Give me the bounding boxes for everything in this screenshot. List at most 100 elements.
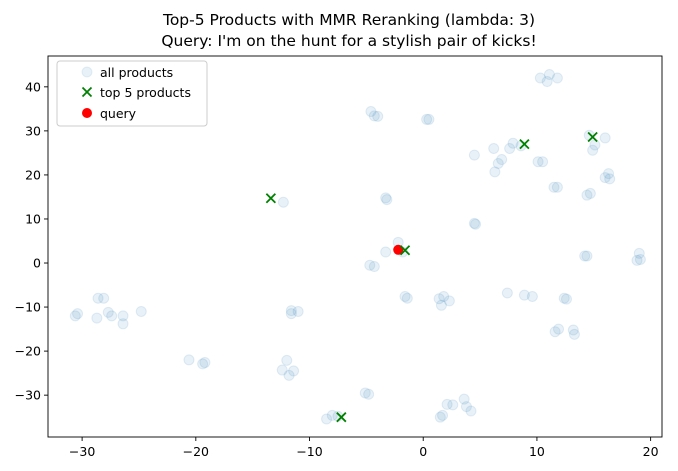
legend-label-all-products: all products — [100, 65, 173, 80]
points-layer — [69, 68, 646, 425]
product-point — [435, 299, 447, 311]
product-point — [587, 144, 599, 156]
product-point — [534, 72, 546, 84]
legend-box — [56, 60, 208, 127]
product-point — [496, 154, 508, 166]
top5-point — [336, 412, 347, 423]
product-point — [421, 113, 433, 125]
top5-point — [519, 138, 530, 150]
product-point — [465, 405, 477, 417]
product-point — [183, 354, 195, 366]
product-point — [368, 261, 380, 273]
product-point — [551, 181, 563, 193]
x-tick-label: −30 — [69, 444, 95, 459]
product-point — [537, 156, 549, 168]
product-point — [488, 142, 500, 154]
product-point — [567, 324, 579, 336]
product-point — [117, 318, 129, 330]
x-tick-label: 10 — [529, 444, 545, 459]
product-point — [515, 140, 527, 152]
legend-marker-top5 — [81, 86, 93, 98]
product-point — [468, 149, 480, 161]
product-point — [599, 172, 611, 184]
legend-marker-query — [82, 108, 92, 118]
product-point — [584, 187, 596, 199]
product-point — [399, 290, 411, 302]
product-point — [276, 364, 288, 376]
product-point — [543, 68, 555, 80]
product-point — [117, 310, 129, 322]
product-point — [363, 388, 375, 400]
top5-point — [399, 245, 411, 256]
legend-label-top5: top 5 products — [100, 85, 191, 100]
product-point — [326, 409, 338, 421]
product-point — [458, 393, 470, 405]
query-point — [393, 244, 404, 255]
product-point — [423, 113, 435, 125]
product-point — [359, 387, 371, 399]
product-point — [518, 289, 530, 301]
chart-title-line-1: Top-5 Products with MMR Reranking (lambd… — [162, 11, 535, 29]
x-tick-label: 0 — [419, 444, 427, 459]
product-point — [631, 254, 643, 266]
plot-frame — [47, 55, 663, 438]
product-point — [283, 369, 295, 381]
product-point — [92, 292, 104, 304]
product-point — [560, 293, 572, 305]
x-tick-label: −20 — [183, 444, 209, 459]
chart-title-line-2: Query: I'm on the hunt for a stylish pai… — [161, 32, 536, 50]
product-point — [380, 192, 392, 204]
product-point — [579, 250, 591, 262]
product-point — [489, 166, 501, 178]
product-point — [292, 305, 304, 317]
product-point — [321, 413, 333, 425]
y-tick-label: −10 — [15, 300, 41, 315]
product-point — [589, 139, 601, 151]
product-point — [372, 110, 384, 122]
product-point — [434, 411, 446, 423]
top5-point — [587, 131, 598, 143]
product-point — [281, 354, 293, 366]
legend: all products top 5 products query — [56, 60, 208, 127]
product-point — [98, 292, 110, 304]
product-point — [91, 312, 103, 324]
product-point — [69, 310, 81, 322]
product-point — [501, 287, 513, 299]
product-point — [468, 217, 480, 229]
product-point — [106, 310, 118, 322]
product-point — [447, 399, 459, 411]
product-point — [364, 259, 376, 271]
product-point — [604, 173, 616, 185]
product-point — [603, 168, 615, 180]
product-point — [441, 398, 453, 410]
y-tick-label: 0 — [33, 256, 41, 271]
x-axis: −30 −20 −10 0 10 20 — [69, 437, 659, 459]
product-point — [135, 305, 147, 317]
product-point — [581, 250, 593, 262]
product-point — [381, 194, 393, 206]
product-point — [553, 323, 565, 335]
y-tick-label: 30 — [25, 123, 41, 138]
product-point — [492, 157, 504, 169]
product-point — [433, 293, 445, 305]
product-point — [568, 328, 580, 340]
y-tick-label: −30 — [15, 388, 41, 403]
legend-marker-all-products — [81, 66, 93, 78]
product-point — [526, 290, 538, 302]
y-tick-label: 40 — [25, 79, 41, 94]
product-point — [583, 129, 595, 141]
product-point — [365, 105, 377, 117]
y-tick-label: 20 — [25, 167, 41, 182]
y-axis: −30 −20 −10 0 10 20 30 40 — [15, 79, 48, 403]
x-tick-label: 20 — [643, 444, 659, 459]
legend-label-query: query — [100, 106, 137, 121]
product-point — [507, 137, 519, 149]
product-point — [199, 357, 211, 369]
product-point — [288, 365, 300, 377]
product-point — [285, 305, 297, 317]
product-point — [197, 358, 209, 370]
product-point — [551, 72, 563, 84]
product-point — [437, 409, 449, 421]
product-point — [581, 189, 593, 201]
